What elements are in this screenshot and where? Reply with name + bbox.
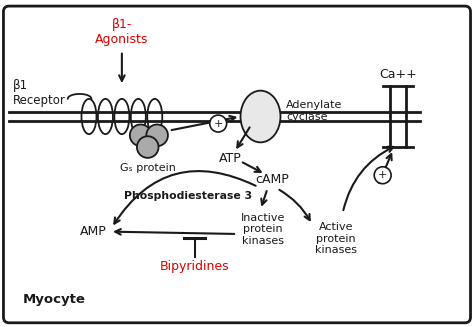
Text: +: + — [378, 170, 387, 180]
Text: Inactive
protein
kinases: Inactive protein kinases — [241, 213, 285, 246]
Circle shape — [130, 125, 152, 146]
Text: Myocyte: Myocyte — [23, 293, 86, 306]
Circle shape — [374, 167, 391, 184]
Circle shape — [137, 136, 158, 158]
Text: β1-
Agonists: β1- Agonists — [95, 18, 148, 46]
Ellipse shape — [240, 91, 281, 142]
Circle shape — [146, 125, 168, 146]
Text: Phosphodiesterase 3: Phosphodiesterase 3 — [124, 191, 252, 201]
Text: cAMP: cAMP — [255, 173, 289, 186]
Text: β1
Receptor: β1 Receptor — [12, 79, 65, 107]
Text: AMP: AMP — [80, 225, 107, 238]
Text: +: + — [213, 119, 223, 129]
Text: Ca++: Ca++ — [379, 68, 417, 81]
Text: Gₛ protein: Gₛ protein — [120, 163, 176, 173]
Circle shape — [210, 115, 227, 132]
Text: Adenylate
cyclase: Adenylate cyclase — [286, 100, 343, 122]
FancyBboxPatch shape — [3, 6, 471, 323]
Text: Bipyridines: Bipyridines — [160, 260, 229, 273]
Text: Active
protein
kinases: Active protein kinases — [315, 222, 356, 255]
Text: ATP: ATP — [219, 152, 241, 165]
